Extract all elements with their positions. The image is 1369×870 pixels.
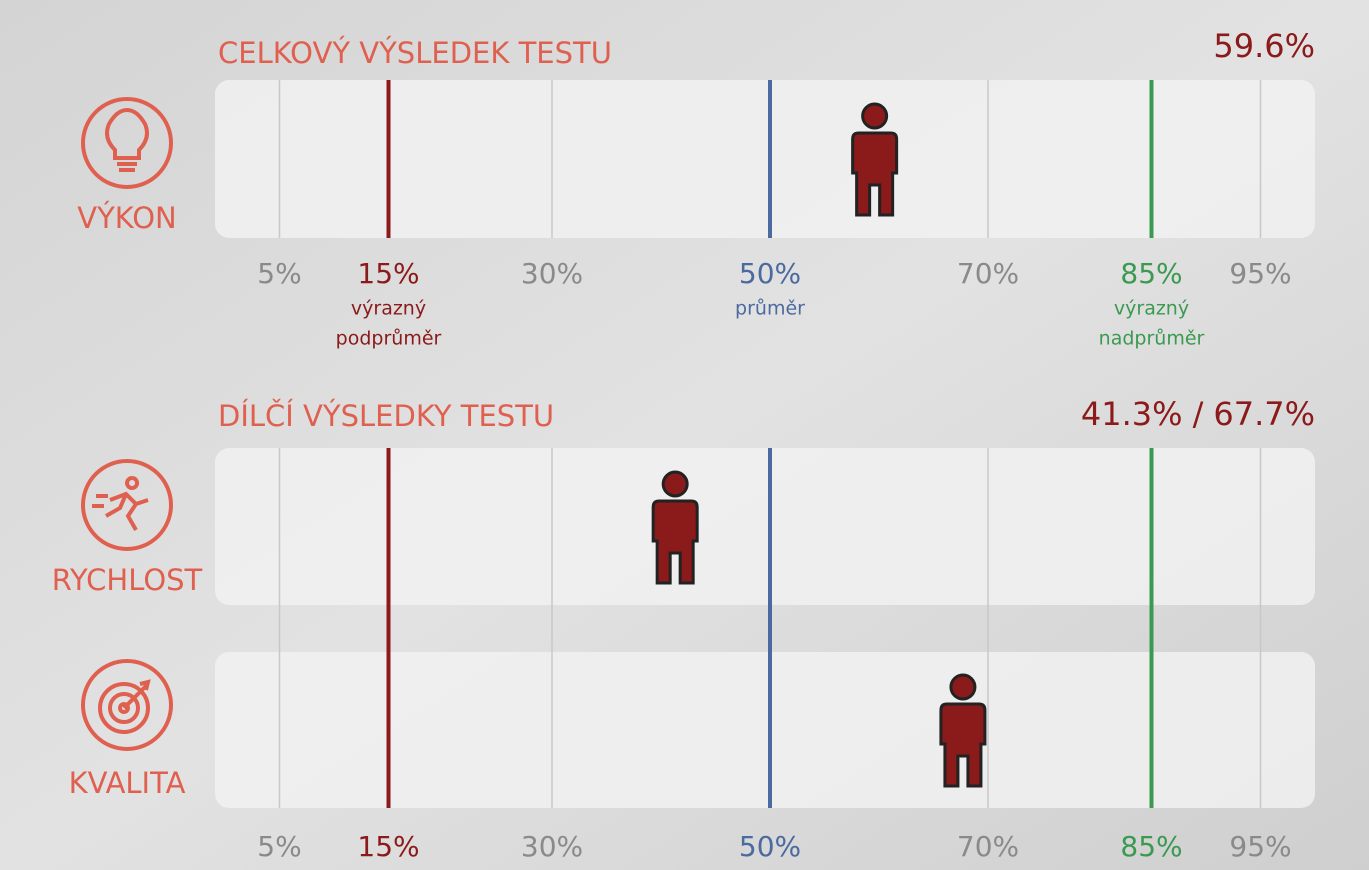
reference-label: 15% xyxy=(357,830,419,863)
score-label: 59.6% xyxy=(1213,27,1315,65)
section-title: DÍLČÍ VÝSLEDKY TESTU xyxy=(218,399,554,433)
infographic: VÝKON RYCHLOST KVALITA CELKOVÝ VÝSLEDEK … xyxy=(0,0,1369,870)
person-part xyxy=(863,104,887,128)
reference-label: 50% xyxy=(739,257,801,290)
reference-label: 15% xyxy=(357,257,419,290)
section-title: CELKOVÝ VÝSLEDEK TESTU xyxy=(218,36,612,70)
x-tick-label: 5% xyxy=(257,830,301,863)
score-labels: 41.3% /67.7% xyxy=(1081,395,1315,433)
x-tick-label: 70% xyxy=(957,830,1019,863)
reference-description: průměr xyxy=(735,298,805,320)
reference-label: 85% xyxy=(1120,257,1182,290)
row-label: VÝKON xyxy=(77,201,177,235)
reference-description: výrazný xyxy=(351,298,426,320)
row-label: RYCHLOST xyxy=(52,563,203,597)
score-label: 67.7% xyxy=(1213,395,1315,433)
x-tick-label: 95% xyxy=(1229,830,1291,863)
person-part xyxy=(951,675,975,699)
person-part xyxy=(663,472,687,496)
score-label: 41.3% xyxy=(1081,395,1183,433)
x-tick-label: 70% xyxy=(957,257,1019,290)
reference-label: 85% xyxy=(1120,830,1182,863)
reference-description: podprůměr xyxy=(336,328,442,350)
x-tick-label: 30% xyxy=(521,257,583,290)
separator: / xyxy=(1193,395,1204,433)
x-tick-label: 5% xyxy=(257,257,301,290)
reference-description: výrazný xyxy=(1114,298,1189,320)
reference-label: 50% xyxy=(739,830,801,863)
x-tick-label: 30% xyxy=(521,830,583,863)
row-label: KVALITA xyxy=(69,766,186,800)
reference-description: nadprůměr xyxy=(1099,328,1205,350)
x-tick-label: 95% xyxy=(1229,257,1291,290)
